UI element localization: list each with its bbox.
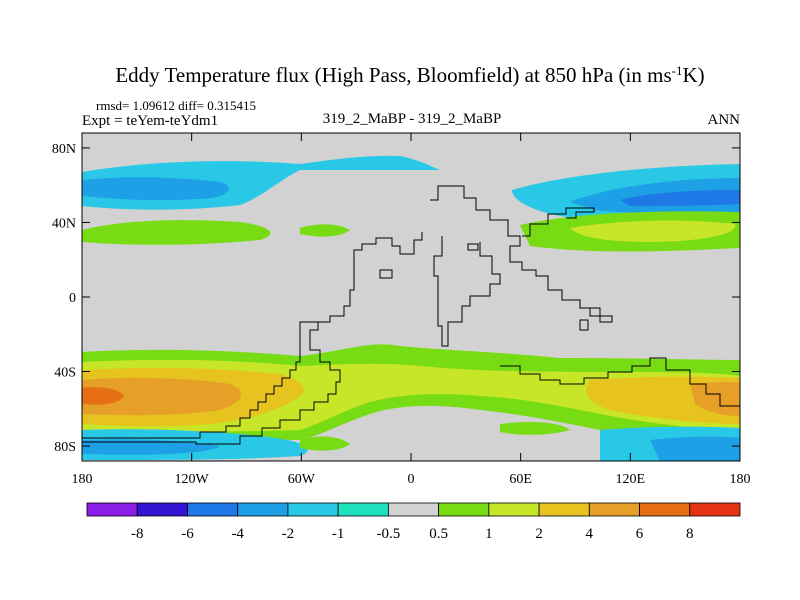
colorbar: -8 -6 -4 -2 -1 -0.5 0.5 1 2 4 6 8	[86, 502, 741, 542]
colorbar-label: 4	[586, 526, 594, 542]
colorbar-swatch	[588, 502, 640, 517]
contour-sh-neg-west-core	[82, 439, 220, 455]
contour-nh-pos-pacific	[82, 220, 271, 245]
colorbar-swatch	[438, 502, 490, 517]
coastline-south-america-west	[300, 232, 423, 323]
colorbar-label: 0.5	[429, 526, 448, 542]
colorbar-swatch	[639, 502, 691, 517]
coastline-australia	[500, 357, 740, 407]
contour-sh-neg-east-core	[650, 436, 740, 461]
stats-line: rmsd= 1.09612 diff= 0.315415	[96, 98, 256, 113]
colorbar-swatch	[86, 502, 138, 517]
colorbar-swatch	[136, 502, 188, 517]
contour-sh-dark-orange	[82, 387, 124, 405]
contour-nh-neg-pacific-core	[82, 177, 229, 201]
map-area	[82, 133, 740, 461]
colorbar-label: 1	[485, 526, 493, 542]
center-label: 319_2_MaBP - 319_2_MaBP	[323, 111, 502, 127]
contour-nh-neg-eurasia-deep	[620, 190, 740, 206]
contour-sh-green-patch-east	[500, 422, 570, 435]
y-tick-label: 0	[69, 291, 76, 306]
colorbar-swatch	[538, 502, 590, 517]
coastline-americas	[82, 321, 341, 445]
colorbar-swatch	[387, 502, 440, 517]
y-tick-label: 80N	[52, 142, 76, 157]
season-label: ANN	[708, 112, 741, 128]
colorbar-label: -4	[231, 526, 244, 542]
coastline-eurasia-east	[522, 207, 595, 237]
colorbar-label: -6	[181, 526, 194, 542]
x-tick-label: 120E	[616, 472, 646, 487]
x-tick-label: 0	[408, 472, 415, 487]
colorbar-swatch	[689, 502, 741, 517]
y-tick-label: 80S	[54, 440, 76, 455]
colorbar-label: -1	[332, 526, 345, 542]
y-axis: 80N 40N 0 40S 80S	[52, 142, 740, 455]
colorbar-label: 8	[686, 526, 694, 542]
main-title: Eddy Temperature flux (High Pass, Bloomf…	[115, 63, 704, 88]
colorbar-label: -8	[131, 526, 144, 542]
colorbar-label: 2	[535, 526, 543, 542]
colorbar-label: -2	[282, 526, 295, 542]
contour-nh-pos-eurasia-core	[570, 220, 736, 242]
y-tick-label: 40S	[54, 366, 76, 381]
contour-nh-pos-atlantic	[300, 224, 350, 237]
colorbar-label: 6	[636, 526, 644, 542]
y-tick-label: 40N	[52, 216, 76, 231]
x-tick-label: 180	[72, 472, 93, 487]
colorbar-swatch	[287, 502, 339, 517]
coastline-north-america	[430, 185, 613, 323]
colorbar-swatch	[488, 502, 540, 517]
x-axis: 180 120W 60W 0 60E 120E 180	[72, 133, 751, 487]
colorbar-swatch	[187, 502, 239, 517]
contour-sh-orange	[82, 377, 241, 416]
expt-label: Expt = teYem-teYdm1	[82, 113, 218, 129]
x-tick-label: 120W	[175, 472, 210, 487]
coastlines	[82, 185, 740, 445]
x-tick-label: 180	[730, 472, 751, 487]
x-tick-label: 60W	[288, 472, 316, 487]
colorbar-swatch	[337, 502, 389, 517]
colorbar-label: -0.5	[377, 526, 401, 542]
x-tick-label: 60E	[509, 472, 532, 487]
contour-sh-orange-east	[690, 382, 740, 416]
coastline-africa	[433, 236, 501, 347]
colorbar-swatch	[237, 502, 289, 517]
contour-sh-green-patch	[300, 436, 350, 451]
coastline-islands	[379, 243, 589, 331]
